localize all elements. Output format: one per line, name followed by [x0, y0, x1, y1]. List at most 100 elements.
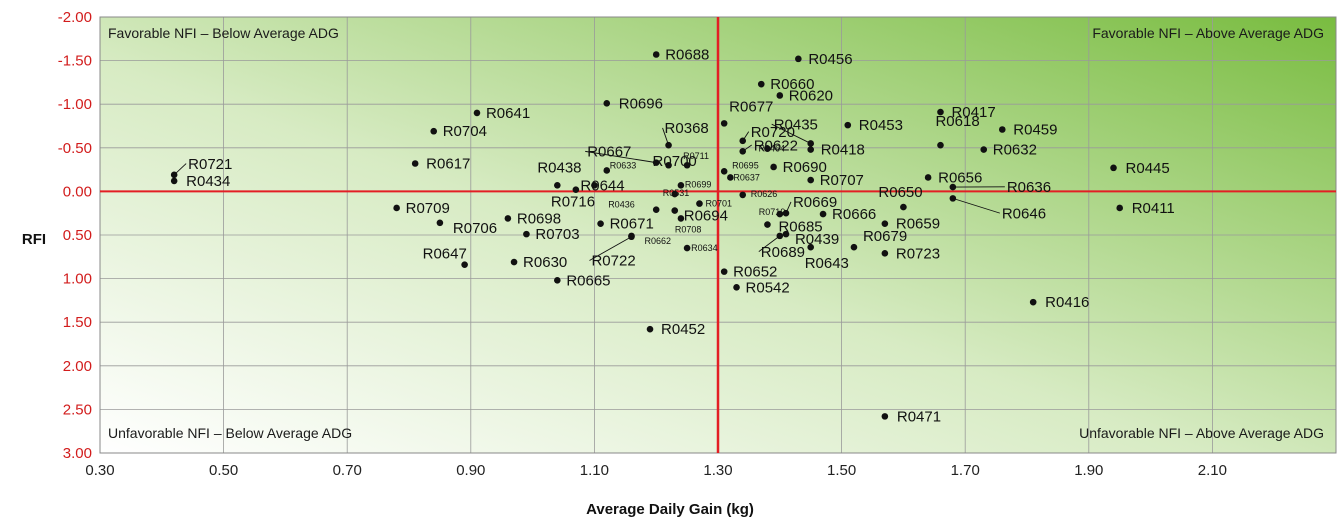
data-point-r0719: R0719 [759, 207, 785, 218]
label-leader-line [742, 131, 750, 142]
data-point-label: R0707 [820, 172, 864, 189]
data-point-label: R0665 [566, 272, 610, 289]
data-point-label: R0368 [665, 120, 709, 137]
x-tick-labels: 0.30 0.50 0.70 0.90 1.10 1.30 1.50 1.70 1.90 2.10 [85, 462, 1227, 479]
y-tick-label: 2.50 [63, 401, 92, 418]
data-point-r0685: R0685 [764, 219, 823, 236]
data-point-label: R0636 [1007, 179, 1051, 196]
data-point-marker [776, 92, 784, 99]
data-point-label: R0677 [729, 98, 773, 115]
data-point-r0416: R0416 [1029, 294, 1089, 311]
y-tick-label: -1.50 [58, 53, 92, 70]
label-leader-line [742, 144, 752, 152]
data-point-label: R0698 [517, 210, 561, 227]
quadrant-label-top-left: Favorable NFI – Below Average ADG [108, 25, 339, 41]
data-point-marker [603, 167, 611, 174]
data-point-marker [677, 215, 685, 222]
data-point-label: R0438 [537, 159, 581, 176]
data-point-r0695: R0695 [720, 160, 759, 175]
data-point-label: R0669 [793, 194, 837, 211]
data-point-r0669: R0669 [782, 194, 837, 217]
label-leader-line [662, 127, 669, 146]
quadrant-label-bottom-right: Unfavorable NFI – Above Average ADG [1079, 425, 1324, 441]
data-point-marker [646, 325, 654, 333]
x-tick-label: 1.30 [703, 462, 732, 479]
data-point-marker [461, 261, 468, 268]
data-point-r0667: R0667 [585, 144, 660, 166]
data-point-label: R0435 [774, 116, 818, 133]
data-point-r0634: R0634 [683, 243, 718, 253]
data-point-label: R0662 [644, 236, 671, 246]
data-point-r0452: R0452 [646, 321, 705, 338]
data-point-marker [720, 120, 728, 127]
data-point-marker [727, 174, 734, 181]
data-point-r0542: R0542 [733, 279, 790, 296]
data-point-label: R0722 [591, 253, 635, 270]
data-point-marker [411, 160, 419, 167]
data-point-label: R0617 [426, 155, 470, 172]
data-point-r0644: R0644 [580, 177, 624, 194]
x-tick-label: 0.70 [333, 462, 362, 479]
data-point-label: R0643 [805, 255, 849, 272]
data-point-marker [733, 284, 740, 291]
data-point-marker [683, 244, 691, 252]
data-point-label: R0456 [808, 51, 852, 68]
data-point-marker [720, 168, 728, 175]
data-point-marker [504, 215, 512, 222]
data-point-label: R0417 [951, 104, 995, 121]
data-point-label: R0696 [619, 95, 663, 112]
data-point-r0647: R0647 [423, 246, 468, 268]
data-point-r0679: R0679 [850, 228, 907, 251]
data-point-label: R0708 [675, 224, 702, 234]
data-point-label: R0695 [732, 160, 759, 170]
x-tick-label: 1.50 [827, 462, 856, 479]
data-point-label: R0453 [859, 117, 903, 134]
data-point-label: R0690 [783, 159, 827, 176]
data-point-r0688: R0688 [652, 46, 709, 63]
data-point-r0637: R0637 [727, 172, 760, 182]
data-point-marker [393, 204, 400, 212]
label-leader-line [585, 150, 657, 164]
data-point-r0636: R0636 [949, 179, 1051, 196]
data-point-label: R0620 [789, 87, 833, 104]
data-point-marker [554, 277, 561, 284]
y-tick-label: -0.50 [58, 140, 92, 157]
data-point-marker [603, 100, 611, 107]
data-point-marker [671, 207, 679, 214]
data-point-r0531: R0531 [663, 188, 690, 198]
data-point-marker [510, 258, 518, 266]
data-point-label: R0632 [993, 142, 1037, 159]
label-leader-line [785, 201, 792, 214]
data-point-r0438: R0438 [537, 159, 582, 189]
data-point-marker [597, 220, 604, 227]
data-point-marker [473, 109, 481, 117]
data-point-marker [764, 145, 771, 152]
data-point-marker [554, 181, 561, 189]
data-point-r0709: R0709 [393, 200, 450, 217]
data-point-r0666: R0666 [819, 206, 876, 223]
data-point-r0690: R0690 [770, 159, 827, 176]
data-point-r0706: R0706 [436, 219, 497, 237]
data-point-r0418: R0418 [807, 142, 865, 159]
data-point-marker [776, 210, 784, 218]
data-point-marker [881, 250, 889, 257]
data-point-marker [807, 243, 814, 251]
data-point-r0699: R0699 [677, 179, 711, 189]
data-point-marker [881, 413, 889, 420]
data-point-marker [665, 161, 672, 169]
data-point-r0471: R0471 [881, 408, 941, 425]
data-point-marker [998, 126, 1006, 133]
data-point-r0646: R0646 [949, 195, 1046, 222]
data-point-marker [671, 190, 679, 198]
data-point-r0722: R0722 [589, 233, 636, 270]
data-point-label: R0411 [1132, 200, 1175, 217]
data-point-marker [572, 186, 580, 193]
data-point-label: R0667 [587, 144, 631, 161]
y-tick-label: 0.50 [63, 227, 92, 244]
data-point-r0630: R0630 [510, 254, 567, 271]
x-tick-label: 0.30 [85, 462, 114, 479]
data-point-r0641: R0641 [473, 105, 530, 122]
data-point-label: R0633 [610, 160, 637, 170]
data-point-r0665: R0665 [554, 272, 611, 289]
